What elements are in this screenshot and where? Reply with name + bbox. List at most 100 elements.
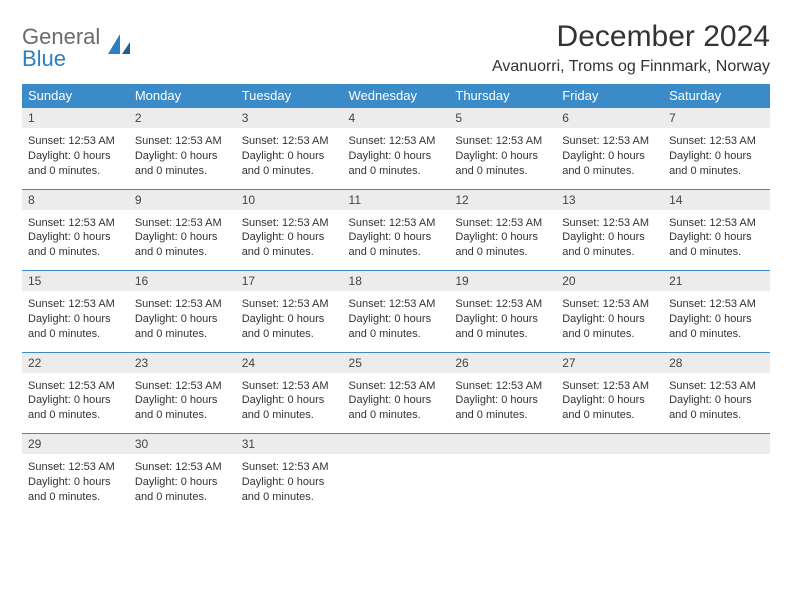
day-body: Sunset: 12:53 AMDaylight: 0 hoursand 0 m… xyxy=(129,454,236,515)
daylight-line-1: Daylight: 0 hours xyxy=(349,230,444,245)
day-body: Sunset: 12:53 AMDaylight: 0 hoursand 0 m… xyxy=(663,210,770,271)
daylight-line-1: Daylight: 0 hours xyxy=(135,230,230,245)
calendar-day-cell: 23Sunset: 12:53 AMDaylight: 0 hoursand 0… xyxy=(129,352,236,434)
daylight-line-2: and 0 minutes. xyxy=(562,408,657,423)
daylight-line-2: and 0 minutes. xyxy=(562,164,657,179)
day-number: 28 xyxy=(663,353,770,373)
daylight-line-2: and 0 minutes. xyxy=(28,490,123,505)
sunset-line: Sunset: 12:53 AM xyxy=(349,297,444,312)
sunset-line: Sunset: 12:53 AM xyxy=(242,379,337,394)
daylight-line-2: and 0 minutes. xyxy=(669,164,764,179)
daylight-line-1: Daylight: 0 hours xyxy=(242,393,337,408)
weekday-header: Tuesday xyxy=(236,84,343,108)
calendar-week-row: 15Sunset: 12:53 AMDaylight: 0 hoursand 0… xyxy=(22,271,770,353)
day-body: Sunset: 12:53 AMDaylight: 0 hoursand 0 m… xyxy=(129,128,236,189)
sunset-line: Sunset: 12:53 AM xyxy=(28,134,123,149)
daylight-line-2: and 0 minutes. xyxy=(135,245,230,260)
calendar-day-cell: 7Sunset: 12:53 AMDaylight: 0 hoursand 0 … xyxy=(663,108,770,190)
logo-sail-icon xyxy=(106,32,132,58)
day-body: Sunset: 12:53 AMDaylight: 0 hoursand 0 m… xyxy=(236,291,343,352)
daylight-line-1: Daylight: 0 hours xyxy=(562,230,657,245)
weekday-header: Monday xyxy=(129,84,236,108)
calendar-table: SundayMondayTuesdayWednesdayThursdayFrid… xyxy=(22,84,770,515)
sunset-line: Sunset: 12:53 AM xyxy=(562,297,657,312)
sunset-line: Sunset: 12:53 AM xyxy=(455,379,550,394)
calendar-day-cell: 3Sunset: 12:53 AMDaylight: 0 hoursand 0 … xyxy=(236,108,343,190)
day-number xyxy=(556,434,663,454)
day-number: 6 xyxy=(556,108,663,128)
sunset-line: Sunset: 12:53 AM xyxy=(562,379,657,394)
daylight-line-1: Daylight: 0 hours xyxy=(242,312,337,327)
day-body xyxy=(449,454,556,508)
daylight-line-1: Daylight: 0 hours xyxy=(455,230,550,245)
day-body: Sunset: 12:53 AMDaylight: 0 hoursand 0 m… xyxy=(343,373,450,434)
sunset-line: Sunset: 12:53 AM xyxy=(349,216,444,231)
calendar-day-cell: 5Sunset: 12:53 AMDaylight: 0 hoursand 0 … xyxy=(449,108,556,190)
day-number: 19 xyxy=(449,271,556,291)
day-body: Sunset: 12:53 AMDaylight: 0 hoursand 0 m… xyxy=(556,291,663,352)
calendar-day-cell: 11Sunset: 12:53 AMDaylight: 0 hoursand 0… xyxy=(343,189,450,271)
day-body: Sunset: 12:53 AMDaylight: 0 hoursand 0 m… xyxy=(129,291,236,352)
daylight-line-2: and 0 minutes. xyxy=(349,327,444,342)
weekday-row: SundayMondayTuesdayWednesdayThursdayFrid… xyxy=(22,84,770,108)
day-number: 16 xyxy=(129,271,236,291)
sunset-line: Sunset: 12:53 AM xyxy=(135,379,230,394)
day-body xyxy=(556,454,663,508)
weekday-header: Friday xyxy=(556,84,663,108)
daylight-line-2: and 0 minutes. xyxy=(562,245,657,260)
daylight-line-1: Daylight: 0 hours xyxy=(669,230,764,245)
day-number: 2 xyxy=(129,108,236,128)
daylight-line-2: and 0 minutes. xyxy=(455,327,550,342)
day-number: 8 xyxy=(22,190,129,210)
calendar-day-cell: 12Sunset: 12:53 AMDaylight: 0 hoursand 0… xyxy=(449,189,556,271)
calendar-day-cell: 10Sunset: 12:53 AMDaylight: 0 hoursand 0… xyxy=(236,189,343,271)
day-body: Sunset: 12:53 AMDaylight: 0 hoursand 0 m… xyxy=(663,373,770,434)
calendar-day-cell: 29Sunset: 12:53 AMDaylight: 0 hoursand 0… xyxy=(22,434,129,515)
daylight-line-2: and 0 minutes. xyxy=(669,245,764,260)
weekday-header: Wednesday xyxy=(343,84,450,108)
daylight-line-1: Daylight: 0 hours xyxy=(669,312,764,327)
daylight-line-2: and 0 minutes. xyxy=(455,245,550,260)
calendar-day-cell: 16Sunset: 12:53 AMDaylight: 0 hoursand 0… xyxy=(129,271,236,353)
calendar-day-cell xyxy=(449,434,556,515)
day-body: Sunset: 12:53 AMDaylight: 0 hoursand 0 m… xyxy=(449,373,556,434)
sunset-line: Sunset: 12:53 AM xyxy=(562,134,657,149)
daylight-line-1: Daylight: 0 hours xyxy=(455,149,550,164)
daylight-line-1: Daylight: 0 hours xyxy=(28,393,123,408)
day-number: 5 xyxy=(449,108,556,128)
day-number: 1 xyxy=(22,108,129,128)
weekday-header: Thursday xyxy=(449,84,556,108)
calendar-day-cell: 6Sunset: 12:53 AMDaylight: 0 hoursand 0 … xyxy=(556,108,663,190)
day-body: Sunset: 12:53 AMDaylight: 0 hoursand 0 m… xyxy=(663,128,770,189)
daylight-line-1: Daylight: 0 hours xyxy=(349,312,444,327)
calendar-day-cell xyxy=(343,434,450,515)
calendar-week-row: 1Sunset: 12:53 AMDaylight: 0 hoursand 0 … xyxy=(22,108,770,190)
calendar-day-cell: 31Sunset: 12:53 AMDaylight: 0 hoursand 0… xyxy=(236,434,343,515)
daylight-line-1: Daylight: 0 hours xyxy=(242,149,337,164)
calendar-day-cell: 22Sunset: 12:53 AMDaylight: 0 hoursand 0… xyxy=(22,352,129,434)
daylight-line-2: and 0 minutes. xyxy=(669,408,764,423)
daylight-line-2: and 0 minutes. xyxy=(242,327,337,342)
sunset-line: Sunset: 12:53 AM xyxy=(28,460,123,475)
day-number: 4 xyxy=(343,108,450,128)
calendar-day-cell: 8Sunset: 12:53 AMDaylight: 0 hoursand 0 … xyxy=(22,189,129,271)
day-number: 30 xyxy=(129,434,236,454)
daylight-line-1: Daylight: 0 hours xyxy=(455,312,550,327)
day-number: 21 xyxy=(663,271,770,291)
sunset-line: Sunset: 12:53 AM xyxy=(242,297,337,312)
day-body: Sunset: 12:53 AMDaylight: 0 hoursand 0 m… xyxy=(663,291,770,352)
day-body: Sunset: 12:53 AMDaylight: 0 hoursand 0 m… xyxy=(22,373,129,434)
daylight-line-2: and 0 minutes. xyxy=(242,164,337,179)
sunset-line: Sunset: 12:53 AM xyxy=(135,134,230,149)
daylight-line-2: and 0 minutes. xyxy=(135,327,230,342)
sunset-line: Sunset: 12:53 AM xyxy=(455,297,550,312)
day-number: 27 xyxy=(556,353,663,373)
daylight-line-2: and 0 minutes. xyxy=(242,245,337,260)
daylight-line-2: and 0 minutes. xyxy=(455,164,550,179)
sunset-line: Sunset: 12:53 AM xyxy=(669,297,764,312)
daylight-line-2: and 0 minutes. xyxy=(28,245,123,260)
daylight-line-1: Daylight: 0 hours xyxy=(669,393,764,408)
daylight-line-2: and 0 minutes. xyxy=(28,164,123,179)
day-number: 18 xyxy=(343,271,450,291)
calendar-head: SundayMondayTuesdayWednesdayThursdayFrid… xyxy=(22,84,770,108)
